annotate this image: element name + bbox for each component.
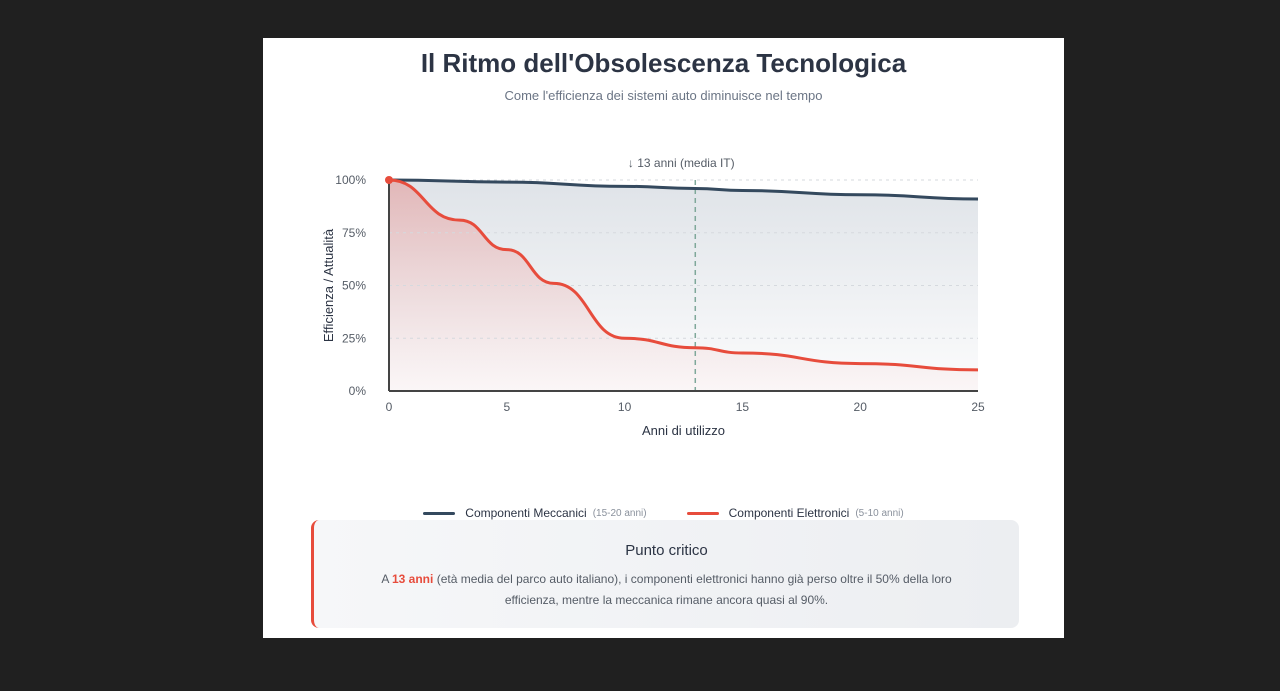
legend-item-electronic[interactable]: Componenti Elettronici (5-10 anni): [686, 506, 904, 520]
y-tick-label: 100%: [335, 173, 366, 187]
x-tick-label: 15: [736, 400, 750, 414]
legend-swatch: [423, 511, 456, 515]
y-tick-label: 25%: [342, 331, 366, 345]
x-tick-label: 0: [386, 400, 393, 414]
x-tick-label: 25: [971, 400, 985, 414]
line-chart: 0% 25% 50% 75% 100% 0 5 10 15 20 25 ↓ 13 anni (medi…: [321, 156, 985, 438]
mechanical-line: [388, 178, 979, 201]
legend: Componenti Meccanici (15-20 anni) Compone…: [263, 506, 1064, 520]
x-tick-label: 5: [503, 400, 510, 414]
x-tick-label: 10: [618, 400, 632, 414]
chart-subtitle: Come l'efficienza dei sistemi auto dimin…: [504, 88, 823, 103]
chart-title: Il Ritmo dell'Obsolescenza Tecnologica: [420, 48, 907, 78]
x-tick-label: 20: [854, 400, 868, 414]
legend-label: Componenti Meccanici: [465, 506, 587, 520]
start-point: [385, 176, 393, 184]
callout-text: A 13 anni (età media del parco auto ital…: [354, 569, 979, 611]
callout-body: (età media del parco auto italiano), i c…: [433, 572, 952, 607]
y-tick-label: 0%: [349, 384, 367, 398]
callout-title: Punto critico: [625, 542, 708, 559]
y-tick-label: 50%: [342, 279, 366, 293]
x-axis-label: Anni di utilizzo: [642, 423, 725, 438]
legend-item-mechanical[interactable]: Componenti Meccanici (15-20 anni): [423, 506, 647, 520]
annotation-label: ↓ 13 anni (media IT): [628, 156, 735, 170]
electronic-line: [388, 178, 979, 372]
legend-note: (5-10 anni): [855, 507, 904, 519]
callout-highlight: 13 anni: [392, 572, 434, 586]
callout-prefix: A: [381, 572, 392, 586]
critical-point-callout: Punto critico A 13 anni (età media del p…: [311, 520, 1019, 628]
chart-card: Il Ritmo dell'Obsolescenza Tecnologica C…: [263, 38, 1064, 638]
y-tick-label: 75%: [342, 226, 366, 240]
legend-swatch: [686, 511, 719, 515]
legend-label: Componenti Elettronici: [728, 506, 850, 520]
legend-note: (15-20 anni): [592, 507, 647, 519]
y-axis-label: Efficienza / Attualità: [321, 228, 336, 342]
